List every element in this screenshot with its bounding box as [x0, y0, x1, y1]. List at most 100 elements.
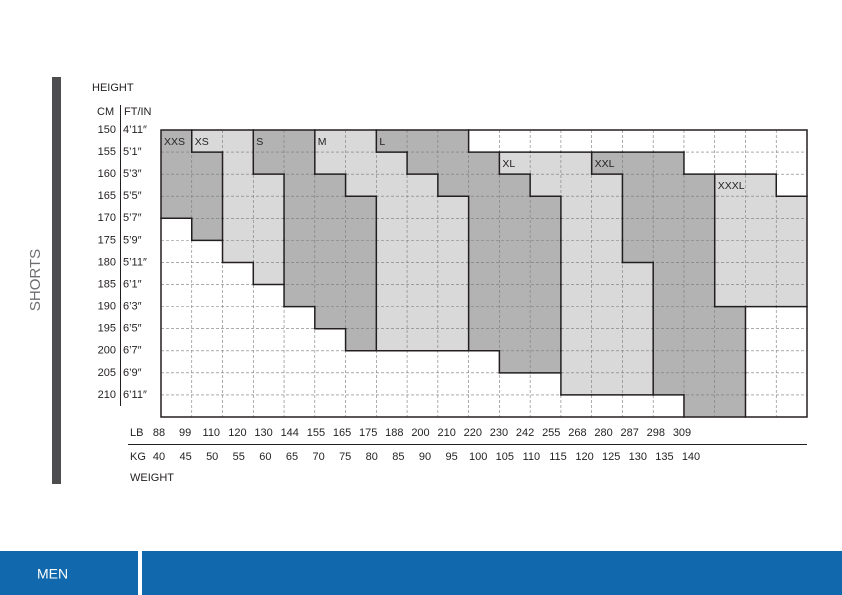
size-label: S [256, 136, 263, 148]
height-ftin-label: 5’5″ [123, 190, 142, 202]
height-ftin-label: 5’3″ [123, 168, 142, 180]
weight-lb-label: 99 [179, 427, 191, 439]
size-cell [683, 284, 716, 307]
size-cell [714, 240, 746, 263]
size-cell [683, 218, 716, 241]
weight-kg-label: 45 [179, 451, 191, 463]
size-cell [530, 218, 562, 241]
weight-lb-label: 309 [673, 427, 691, 439]
size-cell [499, 328, 531, 352]
size-cell [745, 196, 777, 219]
size-cell [560, 218, 592, 241]
size-cell [591, 174, 623, 197]
grid [160, 129, 808, 418]
size-cell [345, 152, 377, 175]
size-cell [560, 152, 592, 175]
weight-lb-label: 280 [594, 427, 612, 439]
size-cell [407, 262, 439, 285]
size-cell [284, 284, 316, 307]
size-cell [560, 262, 592, 285]
size-cell [222, 174, 254, 197]
size-label: XL [502, 158, 515, 170]
weight-lb-label: 230 [490, 427, 508, 439]
size-cell [437, 130, 469, 153]
size-cell [345, 130, 377, 153]
height-ftin-label: 6’3″ [123, 301, 142, 313]
weight-kg-label: 125 [602, 451, 620, 463]
size-cell [560, 196, 592, 219]
size-cell [683, 350, 716, 374]
size-cell [437, 284, 469, 307]
weight-kg-label: 70 [312, 451, 324, 463]
size-cell [345, 284, 377, 307]
size-cell [345, 306, 377, 329]
weight-kg-label: 55 [233, 451, 245, 463]
weight-lb-label: 188 [385, 427, 403, 439]
size-cell [407, 284, 439, 307]
size-cell [745, 262, 777, 285]
size-cell [653, 372, 685, 396]
size-cell [222, 240, 254, 263]
size-cell [437, 218, 469, 241]
size-cell [591, 350, 623, 374]
size-cell [591, 240, 623, 263]
size-cell [314, 174, 346, 197]
size-cell [191, 218, 223, 241]
size-cell [591, 218, 623, 241]
size-cell [407, 306, 439, 329]
weight-lb-label: 88 [153, 427, 165, 439]
size-cell [683, 174, 716, 197]
weight-kg-label: 80 [366, 451, 378, 463]
size-cell [284, 262, 316, 285]
side-bar [52, 77, 61, 484]
height-ftin-label: 6’1″ [123, 278, 142, 290]
size-cell [653, 306, 685, 329]
size-cell [591, 372, 623, 396]
size-cell [161, 152, 193, 175]
footer-divider [138, 551, 142, 595]
size-cell [468, 174, 500, 197]
size-cell [468, 240, 500, 263]
size-cell [560, 372, 592, 396]
size-label: XXL [595, 158, 615, 170]
height-ftin-label: 5’9″ [123, 234, 142, 246]
size-cell [376, 262, 408, 285]
size-cell [284, 196, 316, 219]
weight-lb-label: 287 [621, 427, 639, 439]
size-cell [376, 152, 408, 175]
size-label: M [318, 136, 327, 148]
size-cell [161, 130, 193, 153]
size-cell [622, 218, 654, 241]
size-cell [314, 262, 346, 285]
size-cell [714, 218, 746, 241]
height-ftin-label: 6’5″ [123, 323, 142, 335]
size-cell [376, 196, 408, 219]
size-cell [253, 218, 285, 241]
size-cell [591, 196, 623, 219]
size-cell [345, 218, 377, 241]
footer-tab[interactable]: MEN [37, 566, 68, 582]
size-cell [714, 350, 746, 374]
size-cell [253, 174, 285, 197]
size-cell [253, 130, 285, 153]
size-cell [622, 240, 654, 263]
weight-kg-label: 140 [682, 451, 700, 463]
size-cell [745, 284, 777, 307]
size-cell [622, 350, 654, 374]
size-cell [376, 240, 408, 263]
size-cell [253, 196, 285, 219]
weight-lb-label: 110 [203, 427, 221, 439]
size-cell [683, 372, 716, 396]
size-cell [376, 284, 408, 307]
size-cell [222, 152, 254, 175]
size-label: XXS [164, 136, 185, 148]
weight-lb-label: 165 [333, 427, 351, 439]
size-cell [653, 262, 685, 285]
size-cell [622, 174, 654, 197]
weight-lb-label: 242 [516, 427, 534, 439]
size-cell [560, 350, 592, 374]
height-cm-label: 210 [98, 389, 116, 401]
size-cell [468, 218, 500, 241]
size-cell [653, 152, 685, 175]
size-cell [530, 328, 562, 352]
